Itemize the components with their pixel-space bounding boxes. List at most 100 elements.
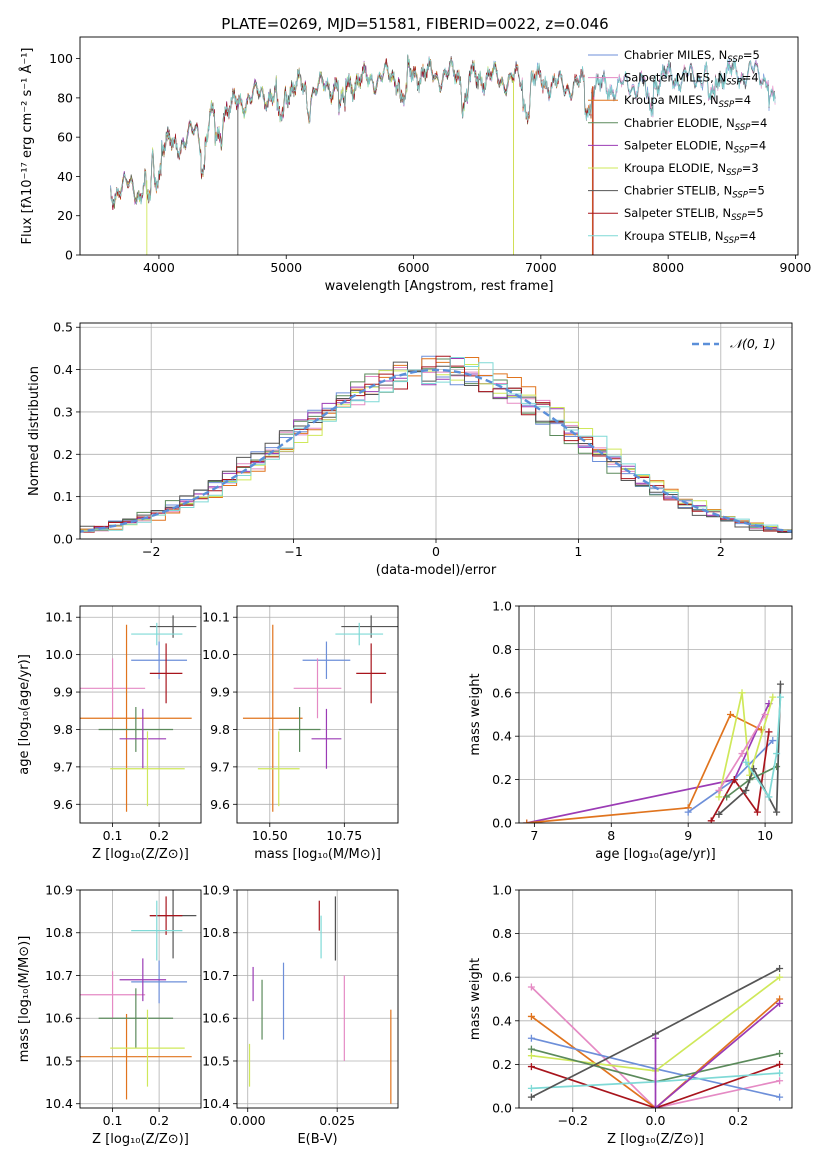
massweight-vs-z-ytick-label: 0.8: [492, 926, 512, 941]
legend-suffix: =4: [750, 116, 767, 130]
age-vs-z-plot-area: [80, 615, 197, 812]
legend-subscript: SSP: [724, 236, 740, 246]
weight-marker-chabrier_elodie: [527, 1045, 535, 1053]
spectrum-xtick-label: 8000: [652, 260, 684, 275]
massweight-vs-z-ytick-label: 0.4: [492, 1013, 512, 1028]
massweight-vs-age-ytick-label: 0.6: [492, 685, 512, 700]
legend-entry-salpeter_miles: Salpeter MILES, NSSP=4: [624, 71, 759, 88]
legend-suffix: =4: [742, 71, 759, 85]
legend-suffix: =4: [739, 229, 756, 243]
age-vs-z-ytick-label: 9.7: [53, 759, 73, 774]
spectrum-line-kroupa_stelib: [110, 54, 776, 206]
weight-marker-chabrier_stelib: [776, 680, 784, 688]
spectrum-ytick-label: 20: [57, 208, 73, 223]
weight-marker-kroupa_stelib: [765, 793, 773, 801]
age-vs-mass-ytick-label: 10.1: [202, 610, 230, 625]
massweight-vs-age-plot-area: [523, 680, 784, 823]
residuals-ytick-label: 0.3: [53, 404, 73, 419]
massweight-vs-z-ytick-label: 1.0: [492, 883, 512, 898]
weight-marker-kroupa_elodie: [776, 973, 784, 981]
massweight-vs-age-xlabel: age [log₁₀(age/yr)]: [595, 847, 716, 862]
massweight-vs-z-xtick-label: −0.2: [558, 1113, 588, 1128]
residuals-xtick-label: −1: [284, 544, 302, 559]
massweight-vs-z-plot-area: [527, 964, 784, 1108]
age-vs-mass-xtick-label: 10.50: [252, 828, 288, 843]
weight-line-kroupa_miles: [530, 998, 781, 1108]
legend-subscript: SSP: [719, 100, 735, 110]
weight-marker-kroupa_elodie: [527, 1052, 535, 1060]
legend-subscript: SSP: [726, 168, 742, 178]
spectrum-frame: [79, 36, 799, 256]
mass-vs-z-ylabel: mass [log₁₀(M/M⊙)]: [17, 936, 32, 1063]
legend-entry-chabrier_elodie: Chabrier ELODIE, NSSP=4: [624, 116, 767, 133]
weight-marker-salpeter_stelib: [707, 817, 715, 823]
massweight-vs-age-xtick-label: 10: [757, 828, 773, 843]
weight-marker-chabrier_stelib: [776, 964, 784, 972]
weight-marker-salpeter_miles: [715, 786, 723, 794]
massweight-vs-age-ytick-label: 1.0: [492, 599, 512, 614]
residuals-xtick-label: 1: [574, 544, 582, 559]
age-vs-z-ytick-label: 10.1: [45, 610, 73, 625]
residuals-ytick-label: 0.1: [53, 489, 73, 504]
legend-entry-kroupa_elodie: Kroupa ELODIE, NSSP=3: [624, 161, 759, 178]
weight-marker-chabrier_miles: [776, 1093, 784, 1101]
legend-entry-salpeter_elodie: Salpeter ELODIE, NSSP=4: [624, 138, 766, 155]
weight-marker-chabrier_stelib: [527, 1093, 535, 1101]
weight-marker-salpeter_miles: [776, 1077, 784, 1085]
data-layer: [80, 54, 792, 1108]
mass-vs-z-ytick-label: 10.7: [45, 968, 73, 983]
residuals-ytick-label: 0.4: [53, 362, 73, 377]
weight-marker-chabrier_stelib: [773, 808, 781, 816]
spectrum-ytick-label: 0: [65, 248, 73, 263]
weight-marker-kroupa_stelib: [527, 1084, 535, 1092]
spectrum-xlabel: wavelength [Angstrom, rest frame]: [325, 279, 554, 294]
legend-entry-kroupa_miles: Kroupa MILES, NSSP=4: [624, 93, 751, 110]
residuals-xlabel: (data-model)/error: [376, 563, 497, 578]
age-vs-mass-xtick-label: 10.75: [326, 828, 362, 843]
weight-marker-chabrier_stelib: [715, 810, 723, 818]
residuals-ylabel: Normed distribution: [27, 366, 42, 496]
massweight-vs-age-ytick-label: 0.8: [492, 642, 512, 657]
massweight-vs-z-xlabel: Z [log₁₀(Z/Z⊙)]: [607, 1132, 704, 1147]
mass-vs-z-ytick-label: 10.9: [45, 883, 73, 898]
legend-label: Chabrier MILES, N: [624, 48, 727, 62]
legend-label: Salpeter ELODIE, N: [624, 138, 734, 152]
legend-entry-kroupa_stelib: Kroupa STELIB, NSSP=4: [624, 229, 756, 246]
legend-entry-gaussian: 𝒩(0, 1): [730, 336, 776, 351]
mass-vs-ebv-xlabel: E(B-V): [297, 1132, 337, 1147]
weight-marker-salpeter_miles: [738, 750, 746, 758]
spectrum-xtick-label: 4000: [143, 260, 175, 275]
legend-subscript: SSP: [727, 55, 743, 65]
weight-marker-salpeter_stelib: [730, 776, 738, 784]
spectrum-ytick-label: 100: [49, 51, 73, 66]
residuals-plot-area: [80, 355, 792, 536]
weight-marker-chabrier_stelib: [742, 786, 750, 794]
weight-marker-kroupa_elodie: [769, 693, 777, 701]
mass-vs-ebv-xtick-label: 0.000: [230, 1113, 266, 1128]
massweight-vs-age-xtick-label: 7: [530, 828, 538, 843]
mass-vs-ebv-xtick-label: 0.025: [319, 1113, 355, 1128]
mass-vs-ebv-ytick-label: 10.9: [202, 883, 230, 898]
massweight-vs-age-xtick-label: 8: [607, 828, 615, 843]
age-vs-mass-frame: [236, 605, 399, 824]
weight-line-salpeter_stelib: [710, 731, 770, 822]
histogram-chabrier_stelib: [80, 361, 792, 536]
legend-label: Kroupa MILES, N: [624, 93, 719, 107]
mass-vs-z-ytick-label: 10.4: [45, 1096, 73, 1111]
weight-marker-chabrier_miles: [769, 737, 777, 745]
age-vs-z-ytick-label: 9.9: [53, 685, 73, 700]
legend-suffix: =3: [742, 161, 759, 175]
massweight-vs-z-xtick-label: 0.0: [646, 1113, 666, 1128]
mass-vs-ebv-ytick-label: 10.5: [202, 1053, 230, 1068]
spectrum-ytick-label: 60: [57, 130, 73, 145]
legend-subscript: SSP: [734, 145, 750, 155]
weight-marker-kroupa_stelib: [776, 1069, 784, 1077]
residuals-xtick-label: 0: [432, 544, 440, 559]
mass-vs-ebv-ytick-label: 10.4: [202, 1096, 230, 1111]
weight-marker-salpeter_miles: [527, 983, 535, 991]
age-vs-z-xtick-label: 0.2: [149, 828, 169, 843]
weight-marker-kroupa_elodie: [715, 793, 723, 801]
legend-subscript: SSP: [732, 191, 748, 201]
legend-suffix: =5: [743, 48, 760, 62]
